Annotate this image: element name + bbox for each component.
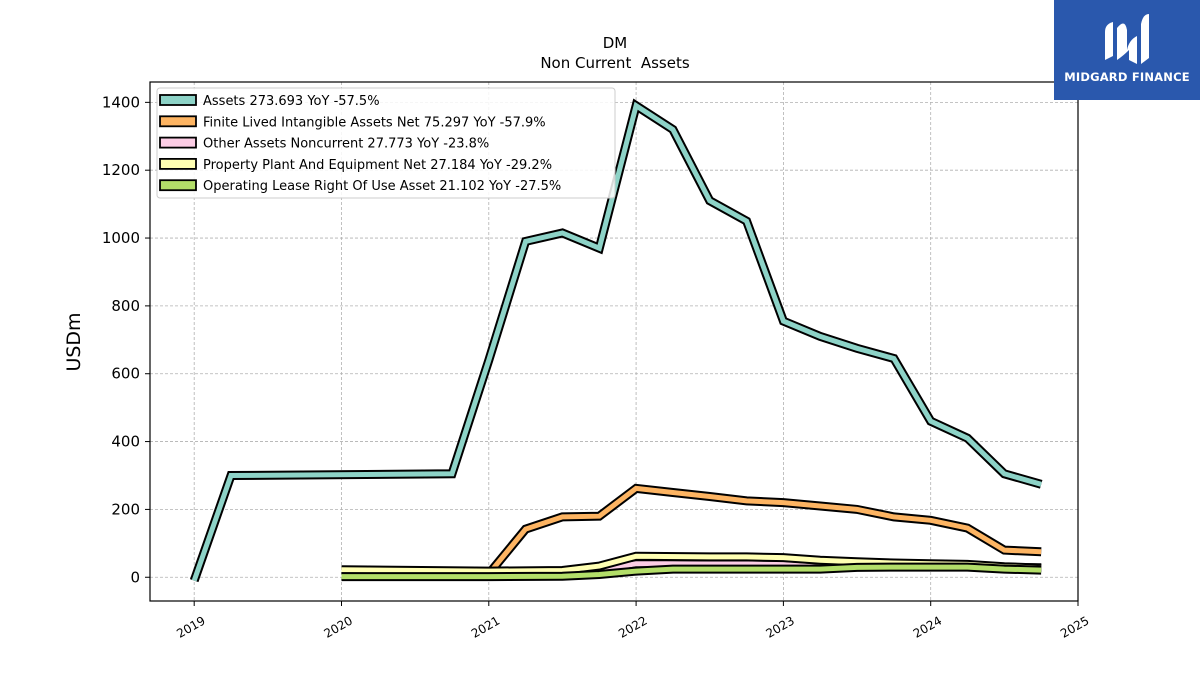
y-tick-label: 1200 xyxy=(102,161,140,179)
chart-title: DM xyxy=(603,34,628,52)
series-line xyxy=(486,485,1042,576)
y-tick-label: 800 xyxy=(111,297,140,315)
x-tick-label: 2023 xyxy=(763,613,796,640)
legend-entry: Operating Lease Right Of Use Asset 21.10… xyxy=(203,179,561,194)
chart-subtitle: Non Current Assets xyxy=(540,54,690,72)
y-tick-label: 1400 xyxy=(102,93,140,111)
x-tick-label: 2025 xyxy=(1058,613,1091,640)
midgard-finance-logo: MIDGARD FINANCE xyxy=(1054,0,1200,100)
series-layer xyxy=(189,98,1043,583)
legend-swatch xyxy=(159,115,197,128)
y-tick-label: 600 xyxy=(111,365,140,383)
legend-box xyxy=(156,87,616,199)
legend: Assets 273.693 YoY -57.5% Finite Lived In… xyxy=(156,87,616,199)
legend-entry: Other Assets Noncurrent 27.773 YoY -23.8… xyxy=(203,137,489,152)
y-axis-label: USDm xyxy=(63,312,85,371)
series-line xyxy=(341,564,1042,580)
y-tick-label: 1000 xyxy=(102,229,140,247)
x-tick-label: 2020 xyxy=(322,613,355,640)
series-line xyxy=(191,101,1042,582)
logo-mark-icon xyxy=(1105,14,1149,65)
legend-swatch xyxy=(159,136,197,149)
x-tick-label: 2024 xyxy=(911,613,944,640)
legend-swatch xyxy=(159,94,197,106)
logo-text: MIDGARD FINANCE xyxy=(1064,70,1190,84)
legend-swatch xyxy=(159,179,197,192)
y-tick-label: 0 xyxy=(130,568,140,586)
legend-entry: Assets 273.693 YoY -57.5% xyxy=(203,94,380,109)
plot-frame xyxy=(149,81,1079,602)
y-tick-label: 200 xyxy=(111,500,140,518)
x-tick-label: 2019 xyxy=(174,613,207,640)
y-tick-label: 400 xyxy=(111,433,140,451)
x-tick-label: 2022 xyxy=(616,613,649,640)
x-tick-label: 2021 xyxy=(469,613,502,640)
legend-entry: Property Plant And Equipment Net 27.184 … xyxy=(203,158,552,173)
legend-swatch xyxy=(159,157,197,170)
legend-entry: Finite Lived Intangible Assets Net 75.29… xyxy=(203,115,546,130)
